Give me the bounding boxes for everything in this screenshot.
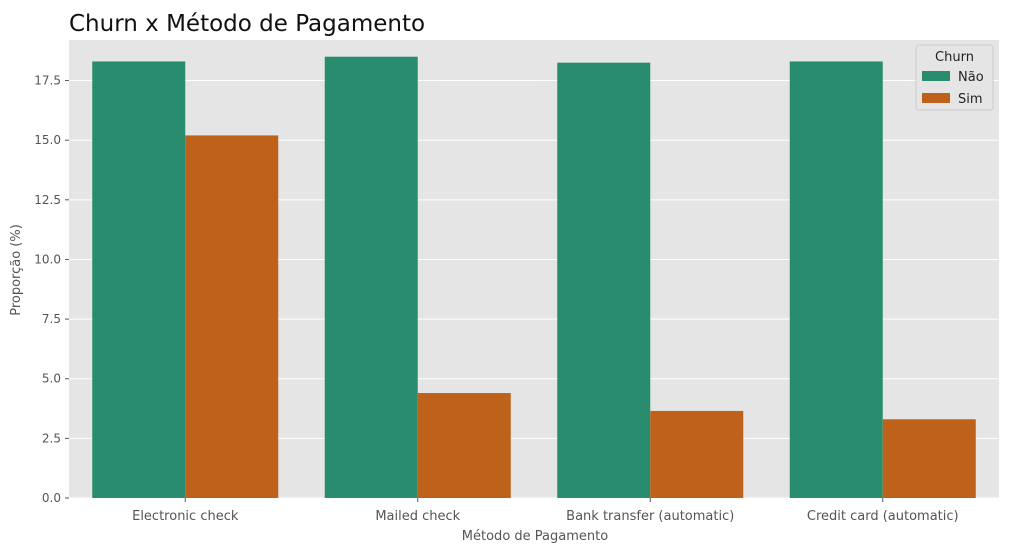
y-tick-label: 17.5 xyxy=(34,74,61,88)
x-axis: Electronic check Mailed check Bank transfe… xyxy=(132,498,959,524)
y-tick-label: 5.0 xyxy=(42,372,61,386)
y-tick-label: 12.5 xyxy=(34,193,61,207)
bar-sim-3 xyxy=(882,419,976,498)
x-tick-label: Mailed check xyxy=(375,509,460,524)
legend-swatch xyxy=(922,93,950,103)
bar-sim-1 xyxy=(417,393,511,498)
x-tick-label: Electronic check xyxy=(132,509,239,524)
y-tick-label: 2.5 xyxy=(42,431,61,445)
legend: Churn Não Sim xyxy=(915,44,994,111)
bar-n-o-2 xyxy=(557,62,651,498)
legend-swatch xyxy=(922,71,950,81)
y-tick-label: 0.0 xyxy=(42,491,61,505)
legend-label: Sim xyxy=(958,92,983,107)
bar-sim-0 xyxy=(185,135,279,498)
x-tick-label: Credit card (automatic) xyxy=(807,509,959,524)
bar-n-o-3 xyxy=(789,61,883,498)
y-axis-label: Proporção (%) xyxy=(9,224,24,316)
chart-title: Churn x Método de Pagamento xyxy=(69,11,425,37)
x-axis-label: Método de Pagamento xyxy=(462,529,608,544)
y-tick-label: 7.5 xyxy=(42,312,61,326)
y-tick-label: 15.0 xyxy=(34,133,61,147)
legend-title: Churn xyxy=(935,50,974,65)
y-tick-label: 10.0 xyxy=(34,252,61,266)
y-axis: 0.0 2.5 5.0 7.5 10.0 12.5 15.0 17.5 xyxy=(34,74,69,505)
bars xyxy=(92,56,976,499)
x-tick-label: Bank transfer (automatic) xyxy=(566,509,734,524)
legend-label: Não xyxy=(958,70,984,85)
bar-sim-2 xyxy=(650,410,744,498)
bar-n-o-0 xyxy=(92,61,186,498)
bar-n-o-1 xyxy=(324,56,418,499)
